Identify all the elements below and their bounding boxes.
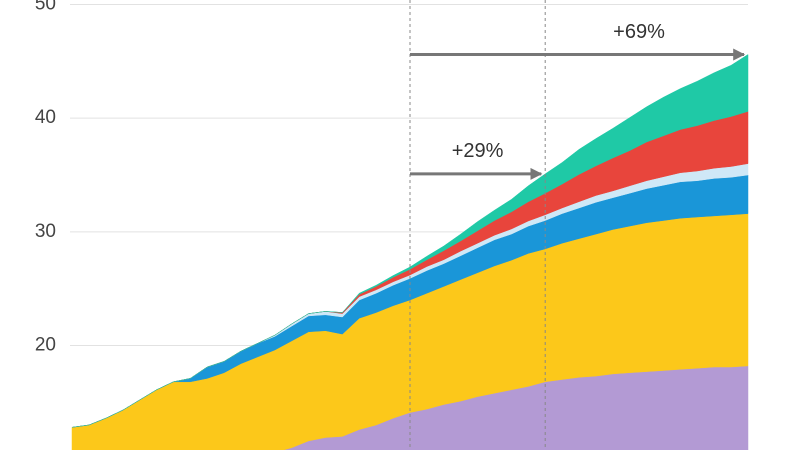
y-tick-label: 20: [35, 334, 56, 355]
area: [71, 54, 749, 428]
y-tick-label: 50: [35, 0, 56, 15]
y-tick-label: 30: [35, 221, 56, 242]
annotation: +29%: [452, 140, 504, 162]
overlay: +29% +69%: [409, 0, 746, 450]
annotation: +69%: [613, 21, 665, 43]
y-tick-label: 40: [35, 107, 56, 128]
